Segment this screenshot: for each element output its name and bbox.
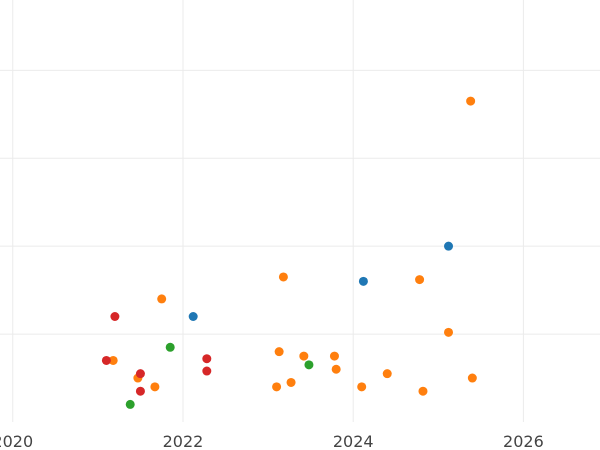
- data-points: [101, 96, 477, 409]
- data-point-s3-0: [101, 355, 111, 365]
- data-point-s1-3: [157, 294, 167, 304]
- data-point-s3-4: [202, 354, 212, 364]
- series-1: [108, 96, 477, 396]
- data-point-s1-8: [299, 351, 309, 361]
- data-point-s2-1: [165, 342, 175, 352]
- data-point-s1-9: [329, 351, 339, 361]
- data-point-s2-2: [304, 360, 314, 370]
- data-point-s3-5: [202, 366, 212, 376]
- data-point-s1-14: [418, 386, 428, 396]
- data-point-s3-1: [110, 312, 120, 321]
- data-point-s1-15: [444, 327, 454, 337]
- data-point-s3-2: [135, 369, 145, 379]
- x-tick-label: 2026: [503, 432, 544, 450]
- series-3: [101, 312, 212, 396]
- data-point-s1-10: [331, 364, 341, 374]
- data-point-s1-4: [272, 382, 282, 392]
- data-point-s2-0: [125, 399, 135, 409]
- series-2: [125, 342, 314, 409]
- data-point-s1-5: [274, 347, 284, 357]
- data-point-s0-2: [444, 241, 454, 251]
- data-point-s1-11: [357, 382, 367, 392]
- data-point-s1-13: [415, 275, 425, 285]
- data-point-s3-3: [135, 386, 145, 396]
- data-point-s1-12: [382, 369, 392, 379]
- data-point-s1-6: [278, 272, 288, 282]
- series-0: [188, 241, 454, 321]
- data-point-s0-0: [188, 312, 198, 321]
- data-point-s1-0: [108, 355, 118, 365]
- data-point-s1-2: [150, 382, 160, 392]
- data-point-s1-16: [466, 96, 476, 106]
- data-point-s1-7: [286, 377, 296, 387]
- x-tick-label: 2022: [163, 432, 204, 450]
- data-point-s0-1: [358, 276, 368, 286]
- data-point-s1-17: [467, 373, 477, 383]
- x-tick-label: 2024: [333, 432, 374, 450]
- grid: [0, 0, 600, 422]
